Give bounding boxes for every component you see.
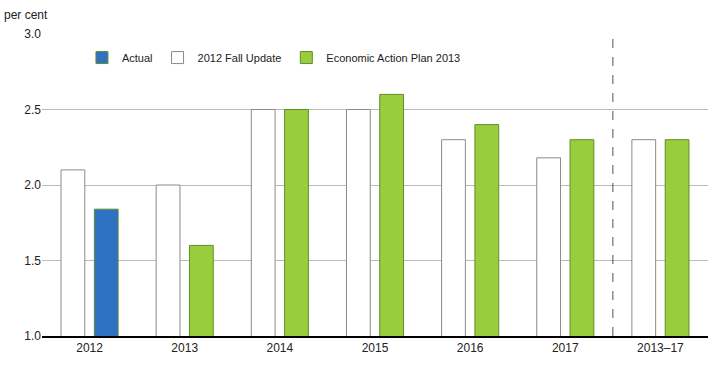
svg-text:2012 Fall Update: 2012 Fall Update [198, 52, 282, 64]
svg-text:2017: 2017 [552, 341, 579, 355]
svg-text:Economic Action Plan 2013: Economic Action Plan 2013 [326, 52, 460, 64]
svg-text:2.5: 2.5 [24, 103, 41, 117]
svg-text:2013–17: 2013–17 [637, 341, 684, 355]
svg-text:2015: 2015 [362, 341, 389, 355]
svg-text:2014: 2014 [267, 341, 294, 355]
svg-text:2013: 2013 [171, 341, 198, 355]
svg-text:2016: 2016 [457, 341, 484, 355]
svg-text:2.0: 2.0 [24, 178, 41, 192]
svg-text:2012: 2012 [76, 341, 103, 355]
svg-text:per cent: per cent [4, 8, 48, 22]
svg-text:1.0: 1.0 [24, 329, 41, 343]
svg-text:1.5: 1.5 [24, 254, 41, 268]
svg-text:Actual: Actual [122, 52, 153, 64]
svg-text:3.0: 3.0 [24, 27, 41, 41]
